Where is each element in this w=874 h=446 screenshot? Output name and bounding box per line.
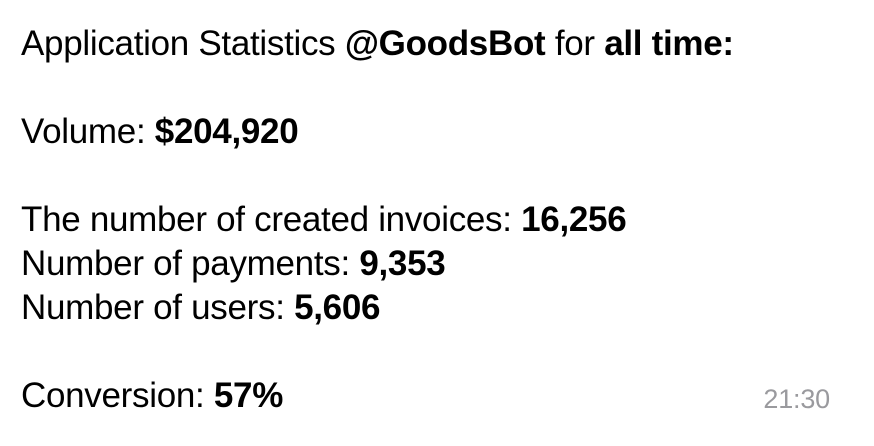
invoices-label: The number of created invoices: [21,200,522,239]
volume-value: $204,920 [154,112,299,151]
invoices-line: The number of created invoices: 16,256 [21,198,734,242]
spacer [21,154,734,198]
users-value: 5,606 [294,288,381,327]
users-line: Number of users: 5,606 [21,286,734,330]
message-text: Application Statistics @GoodsBot for all… [21,22,734,418]
stats-header-line: Application Statistics @GoodsBot for all… [21,22,734,66]
payments-value: 9,353 [359,244,446,283]
volume-label: Volume: [21,112,155,151]
conversion-value: 57% [213,376,284,415]
volume-line: Volume: $204,920 [21,110,734,154]
spacer [21,330,734,374]
stats-header-prefix: Application Statistics [21,24,345,63]
payments-label: Number of payments: [21,244,360,283]
users-label: Number of users: [21,288,295,327]
bot-handle: @GoodsBot [344,24,546,63]
spacer [21,66,734,110]
message-timestamp: 21:30 [763,384,830,414]
stats-header-middle: for [545,24,605,63]
conversion-line: Conversion: 57% [21,374,734,418]
stats-period: all time: [604,24,734,63]
invoices-value: 16,256 [521,200,627,239]
payments-line: Number of payments: 9,353 [21,242,734,286]
conversion-label: Conversion: [21,376,214,415]
